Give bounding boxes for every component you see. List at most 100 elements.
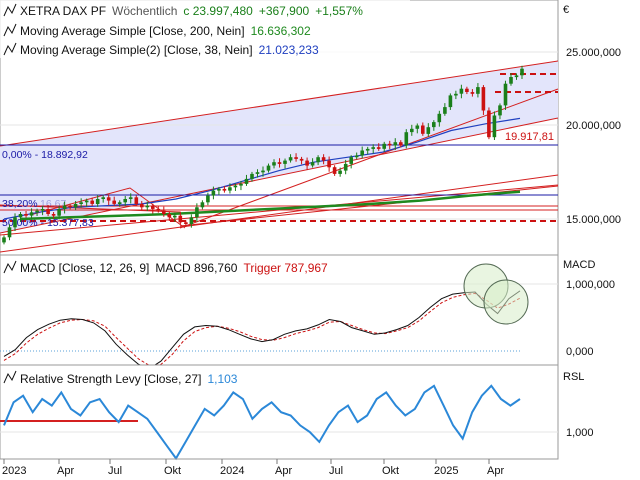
candle-body xyxy=(244,178,249,184)
rsl-tick: 1,000 xyxy=(566,427,594,439)
candle-body xyxy=(106,197,111,201)
chart-line-icon xyxy=(3,23,17,37)
candle-body xyxy=(24,214,28,216)
x-tick-label: Okt xyxy=(164,465,181,477)
candle-body xyxy=(7,227,12,238)
candle-body xyxy=(178,215,183,223)
candle-body xyxy=(250,173,254,179)
ma38-legend: Moving Average Simple(2) [Close, 38, Nei… xyxy=(20,43,319,57)
candle-body xyxy=(514,75,519,78)
candle-body xyxy=(200,202,205,208)
channel-outer-line xyxy=(0,174,559,253)
candle-body xyxy=(349,157,353,164)
macd-tick: 0,000 xyxy=(566,346,594,358)
candle-body xyxy=(140,204,144,208)
channel-upper-line xyxy=(0,60,559,147)
right-axis: € 25.000,000 20.000,000 15.000,000 MACD … xyxy=(563,4,621,439)
highlight-circle xyxy=(483,279,529,325)
x-tick-label: 2023 xyxy=(2,465,26,477)
candle-body xyxy=(57,209,61,216)
x-axis: 2023 Apr Jul Okt 2024 Apr Jul Okt 2025 Apr xyxy=(0,458,558,477)
candle-body xyxy=(222,188,227,191)
chart-line-icon xyxy=(3,3,17,17)
candle-body xyxy=(134,197,139,204)
macd-trigger-line xyxy=(3,292,521,367)
candle-body xyxy=(18,214,23,218)
candle-body xyxy=(35,210,39,213)
macd-line xyxy=(3,290,521,369)
candle-body xyxy=(365,148,370,151)
rsl-legend: Relative Strength Levy [Close, 27] 1,103 xyxy=(20,372,238,386)
candle-body xyxy=(371,147,375,149)
candle-body xyxy=(195,207,199,218)
price-tick: 25.000,000 xyxy=(566,47,621,59)
candle-body xyxy=(40,209,45,211)
candle-body xyxy=(415,125,420,129)
candle-body xyxy=(454,93,458,96)
candle-body xyxy=(294,157,298,159)
ma200-legend: Moving Average Simple [Close, 200, Nein]… xyxy=(20,24,311,38)
candle-body xyxy=(470,92,475,94)
x-tick-label: Okt xyxy=(382,465,399,477)
candle-body xyxy=(211,190,216,196)
candle-body xyxy=(498,105,502,116)
candle-body xyxy=(13,217,17,228)
chart-line-icon xyxy=(3,260,17,274)
trend-line-steep xyxy=(179,88,559,229)
candle-body xyxy=(432,122,436,128)
rsl-panel: Relative Strength Levy [Close, 27] 1,103 xyxy=(0,364,559,461)
candle-body xyxy=(228,187,232,191)
currency-label: € xyxy=(563,4,569,16)
ma38-line xyxy=(3,117,521,220)
x-tick-label: 2025 xyxy=(434,465,458,477)
candles-group xyxy=(2,65,524,245)
candle-body xyxy=(101,197,105,199)
candle-body xyxy=(492,115,497,138)
fib-faint-label: 16.67 xyxy=(40,198,66,210)
candle-body xyxy=(90,200,94,204)
rsl-axis-title: RSL xyxy=(563,371,584,383)
x-tick-label: Apr xyxy=(487,465,504,477)
fib-0-label: 0,00% - 18.892,92 xyxy=(2,149,88,161)
candle-body xyxy=(184,222,188,224)
candle-body xyxy=(283,160,287,164)
candle-body xyxy=(266,165,271,171)
candle-body xyxy=(404,132,409,146)
support-label: 19.917,81 xyxy=(505,131,554,143)
x-tick-label: 2024 xyxy=(220,465,244,477)
candle-body xyxy=(95,199,100,204)
instrument-name: XETRA DAX PF Wöchentlich c 23.997,480 +367,… xyxy=(20,4,363,18)
candle-body xyxy=(189,217,194,224)
candle-body xyxy=(299,158,304,161)
candle-body xyxy=(387,143,392,146)
candle-body xyxy=(162,210,166,214)
candle-body xyxy=(343,163,348,171)
candle-body xyxy=(376,147,381,149)
candle-body xyxy=(459,88,464,94)
macd-panel: MACD [Close, 12, 26, 9] MACD 896,760 Trigg… xyxy=(0,254,559,369)
candle-body xyxy=(410,128,414,133)
price-tick: 15.000,000 xyxy=(566,214,621,226)
candle-body xyxy=(476,87,480,94)
candle-body xyxy=(123,199,127,203)
macd-axis-title: MACD xyxy=(563,259,595,271)
legend-backdrop xyxy=(0,0,410,58)
candle-body xyxy=(156,209,161,211)
macd-legend: MACD [Close, 12, 26, 9] MACD 896,760 Trigg… xyxy=(20,261,328,275)
candle-body xyxy=(503,83,508,106)
price-tick: 20.000,000 xyxy=(566,120,621,132)
candle-body xyxy=(481,87,486,111)
candle-body xyxy=(520,68,524,76)
candle-body xyxy=(316,157,320,163)
candle-body xyxy=(437,113,442,123)
candle-body xyxy=(73,204,78,208)
candle-body xyxy=(206,195,210,203)
price-panel: 0,00% - 18.892,92 38,20% 16.67 50,00% - … xyxy=(0,0,559,256)
candle-body xyxy=(426,127,431,134)
candle-body xyxy=(487,110,491,138)
channel-lower-line xyxy=(0,117,559,234)
candle-body xyxy=(338,170,342,174)
candle-body xyxy=(84,200,89,203)
